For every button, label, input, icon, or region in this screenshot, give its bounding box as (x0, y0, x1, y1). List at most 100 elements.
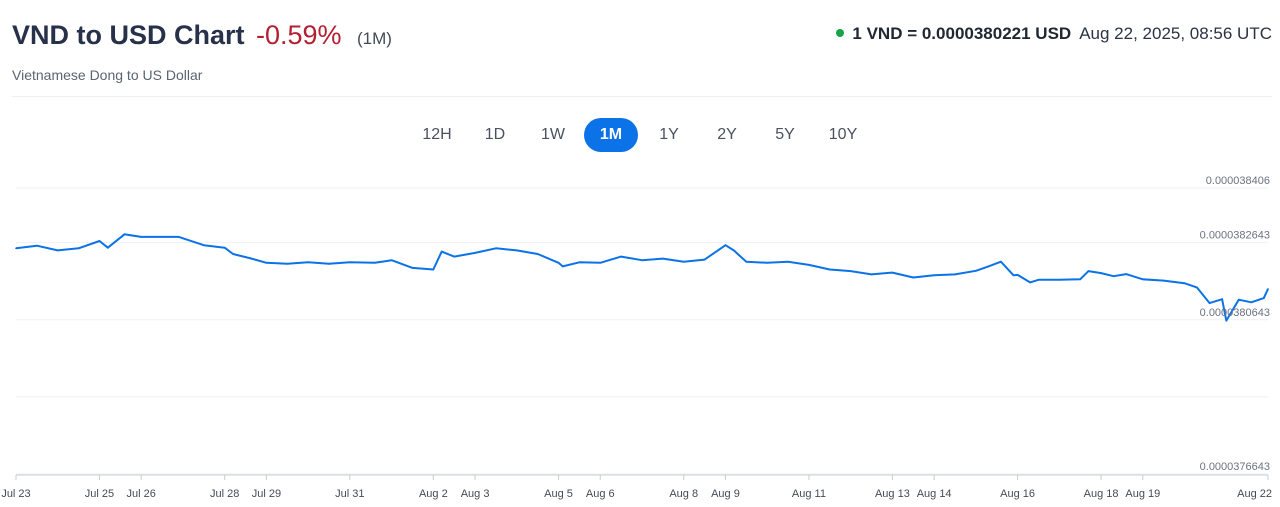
x-tick-label: Jul 26 (127, 488, 156, 500)
data-point (620, 255, 622, 258)
data-point (248, 257, 251, 259)
data-point (1221, 298, 1223, 300)
x-tick-label: Jul 29 (252, 488, 281, 500)
data-point (1100, 272, 1102, 274)
x-tick-label: Aug 19 (1125, 488, 1160, 500)
data-point (703, 258, 706, 261)
data-point (557, 262, 560, 264)
data-point (98, 240, 101, 242)
y-tick-label: 0.000038406 (1206, 175, 1270, 187)
data-point (578, 261, 581, 264)
data-point (203, 244, 205, 246)
x-tick-label: Jul 23 (1, 488, 30, 500)
data-point (1079, 278, 1081, 281)
live-rate: 1 VND = 0.0000380221 USD Aug 22, 2025, 08… (836, 24, 1272, 44)
data-point (870, 273, 873, 276)
x-axis: Jul 23 Jul 25 Jul 26 Jul 28 Jul 29 Jul 31 Aug … (1, 475, 1272, 500)
data-point (1000, 260, 1002, 263)
tab-10y[interactable]: 10Y (828, 126, 858, 143)
x-tick-label: Jul 25 (85, 488, 114, 500)
data-point (1029, 281, 1031, 284)
data-point (1267, 288, 1269, 290)
x-tick-label: Aug 16 (1000, 488, 1035, 500)
data-point (374, 262, 376, 264)
data-point (328, 263, 330, 265)
data-point (1012, 274, 1015, 276)
x-tick-label: Aug 3 (461, 488, 490, 500)
tab-1w[interactable]: 1W (541, 126, 565, 143)
data-point (1037, 279, 1040, 281)
data-point (178, 236, 180, 238)
y-tick-label: 0.0000380643 (1200, 307, 1270, 319)
data-point (1125, 273, 1127, 275)
data-point (1016, 274, 1019, 276)
rate-value: 1 VND = 0.0000380221 USD (852, 24, 1072, 43)
series-line (15, 233, 1269, 322)
data-point (495, 247, 497, 250)
data-point (1162, 279, 1165, 282)
data-point (1263, 297, 1265, 299)
data-point (232, 253, 234, 255)
data-point (36, 244, 38, 247)
x-tick-label: Aug 22 (1237, 488, 1272, 500)
data-point (440, 250, 443, 253)
data-point (912, 276, 915, 279)
data-point (975, 270, 977, 272)
tab-1d[interactable]: 1D (484, 126, 506, 143)
data-point (561, 265, 564, 268)
x-tick-label: Aug 9 (711, 488, 740, 500)
data-point (891, 271, 894, 274)
data-point (1112, 275, 1115, 277)
tab-5y[interactable]: 5Y (775, 126, 795, 143)
chart-series (15, 233, 1269, 322)
chart-header: VND to USD Chart -0.59% (1M) Vietnamese … (12, 16, 1272, 97)
data-point (223, 246, 226, 249)
rate-timestamp: Aug 22, 2025, 08:56 UTC (1079, 24, 1272, 43)
data-point (77, 247, 80, 250)
tab-2y[interactable]: 2Y (717, 126, 737, 143)
change-percent: -0.59% (256, 20, 342, 50)
rate-line-chart[interactable]: 0.000038406 0.0000382643 0.0000380643 0.000… (0, 170, 1280, 507)
data-point (599, 262, 602, 264)
data-point (516, 249, 518, 252)
tab-1m[interactable]: 1M (584, 118, 638, 152)
data-point (286, 263, 289, 265)
data-point (453, 255, 456, 258)
data-point (1238, 298, 1240, 301)
x-tick-label: Aug 8 (669, 488, 698, 500)
x-tick-label: Jul 31 (335, 488, 364, 500)
x-tick-label: Aug 6 (586, 488, 615, 500)
data-point (390, 259, 393, 261)
page-subtitle: Vietnamese Dong to US Dollar (12, 67, 203, 83)
data-point (307, 261, 309, 264)
data-point (123, 233, 126, 236)
data-point (682, 260, 685, 263)
data-point (745, 260, 748, 263)
tab-12h[interactable]: 12H (422, 126, 452, 143)
data-point (15, 247, 17, 250)
data-point (432, 268, 435, 271)
tab-1y[interactable]: 1Y (659, 126, 679, 143)
data-point (107, 246, 109, 249)
data-point (474, 252, 476, 254)
change-period: (1M) (357, 29, 392, 48)
data-point (1250, 301, 1253, 304)
data-point (787, 260, 789, 263)
data-point (829, 268, 831, 271)
data-point (140, 236, 142, 238)
data-point (1225, 319, 1228, 322)
page-title: VND to USD Chart (12, 20, 245, 50)
data-point (536, 253, 539, 255)
y-tick-label: 0.0000382643 (1200, 230, 1270, 242)
data-point (1058, 279, 1061, 281)
data-point (954, 273, 956, 276)
y-tick-label: 0.0000376643 (1200, 461, 1270, 473)
data-point (849, 270, 852, 272)
x-tick-label: Aug 13 (875, 488, 910, 500)
x-tick-label: Aug 14 (917, 488, 952, 500)
chart-grid (16, 187, 1268, 476)
data-point (411, 267, 414, 269)
data-point (662, 257, 664, 260)
data-point (766, 262, 768, 264)
y-axis: 0.000038406 0.0000382643 0.0000380643 0.000… (1200, 175, 1270, 473)
